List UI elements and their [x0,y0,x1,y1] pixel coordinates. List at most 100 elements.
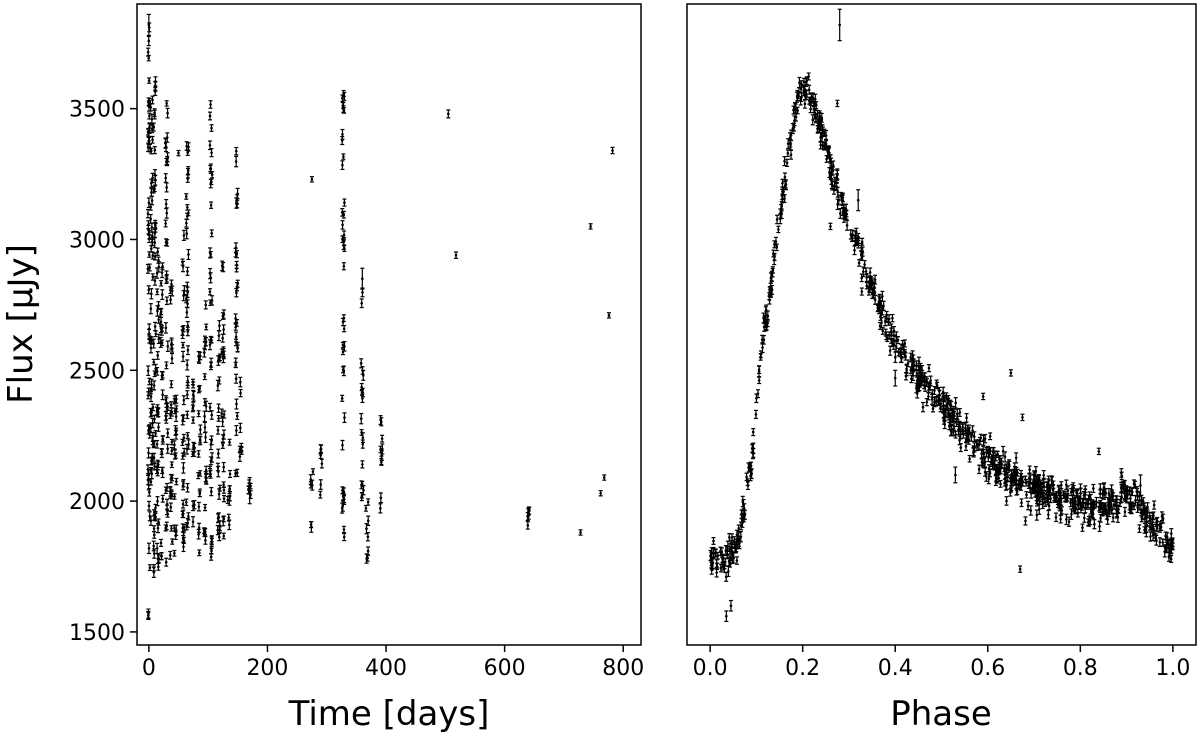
left-y-tick-label: 1500 [69,621,125,646]
left-data-point [340,128,345,140]
right-data-point [901,343,906,355]
right-data-point [854,227,859,237]
right-data-point [1154,534,1159,546]
right-data-point [836,194,841,206]
right-data-point [964,432,969,442]
right-data-point [739,521,744,531]
right-data-point [727,556,732,567]
right-data-point [1077,498,1082,507]
left-data-point [168,294,173,305]
right-data-point [1023,516,1028,526]
right-data-point [869,279,874,291]
left-data-point [147,77,152,84]
left-data-point [151,509,156,521]
right-data-point [1068,498,1073,508]
right-data-point [969,431,974,442]
left-data-point [233,323,238,331]
left-data-point [192,442,197,453]
left-data-point [238,422,243,434]
left-data-point [208,178,213,189]
left-data-point [309,176,314,183]
right-data-point [1087,491,1092,501]
right-data-point [889,337,894,348]
left-data-point [172,549,177,557]
left-data-point [221,461,226,473]
left-data-point [165,107,170,119]
right-data-point [963,441,968,451]
right-data-point [826,147,831,157]
left-data-point [363,504,368,512]
left-data-point [359,428,364,436]
left-data-point [174,477,179,486]
left-data-point [174,524,179,536]
left-data-point [147,564,152,572]
right-data-point [914,360,919,372]
right-data-point [905,359,910,368]
left-data-point [234,197,239,209]
left-data-point [181,509,186,519]
right-data-point [1122,479,1127,490]
right-data-point [1045,493,1050,504]
right-data-point [894,331,899,342]
right-data-point [1114,499,1119,507]
left-data-point [308,474,313,485]
left-data-point [180,258,185,266]
right-data-point [1080,523,1085,532]
left-data-point [446,109,451,119]
right-data-point [867,281,872,293]
left-data-point [146,542,151,555]
right-data-point [838,207,843,219]
right-data-point [988,432,993,441]
right-data-point [757,365,762,375]
left-data-point [196,450,201,458]
right-data-point [1028,505,1033,516]
right-data-point [1004,496,1009,506]
right-data-point [1101,483,1106,494]
left-data-point [217,488,222,500]
left-data-point [169,461,174,469]
left-data-point [378,492,383,504]
left-data-point [198,470,203,477]
left-data-point [359,412,364,425]
right-data-point [881,300,886,312]
left-data-point [216,403,221,413]
right-x-tick-label: 0.0 [693,656,728,681]
left-data-point [159,323,164,334]
right-data-point [1019,498,1024,508]
left-data-point [152,380,157,391]
right-data-point [932,396,937,408]
left-data-point [215,379,220,392]
right-data-point [980,457,985,468]
right-data-point [829,164,834,173]
right-data-point [1035,497,1040,507]
left-data-point [169,446,174,455]
left-data-point [150,251,155,260]
left-data-point [227,485,232,495]
left-data-point [147,112,152,120]
left-data-point [378,445,383,454]
left-data-point [227,495,232,506]
left-data-point [172,493,177,500]
left-data-point [152,275,157,286]
left-data-point [197,522,202,533]
right-data-point [848,229,853,240]
right-data-point [809,92,814,103]
left-data-point [164,157,169,166]
left-data-point [155,247,160,256]
left-data-point [146,447,151,459]
left-data-point [359,492,364,502]
left-data-point [180,452,185,460]
right-data-point [1119,492,1124,503]
right-data-point [1024,491,1029,499]
left-data-point [155,351,160,360]
right-data-point [730,533,735,542]
right-data-point [1046,509,1051,520]
right-data-point [822,142,827,151]
left-data-point [146,365,151,377]
left-data-point [149,391,154,403]
left-data-point [197,488,202,498]
left-data-point [340,160,345,171]
left-data-point [181,499,186,509]
right-data-point [753,409,758,420]
left-data-point [165,443,170,454]
